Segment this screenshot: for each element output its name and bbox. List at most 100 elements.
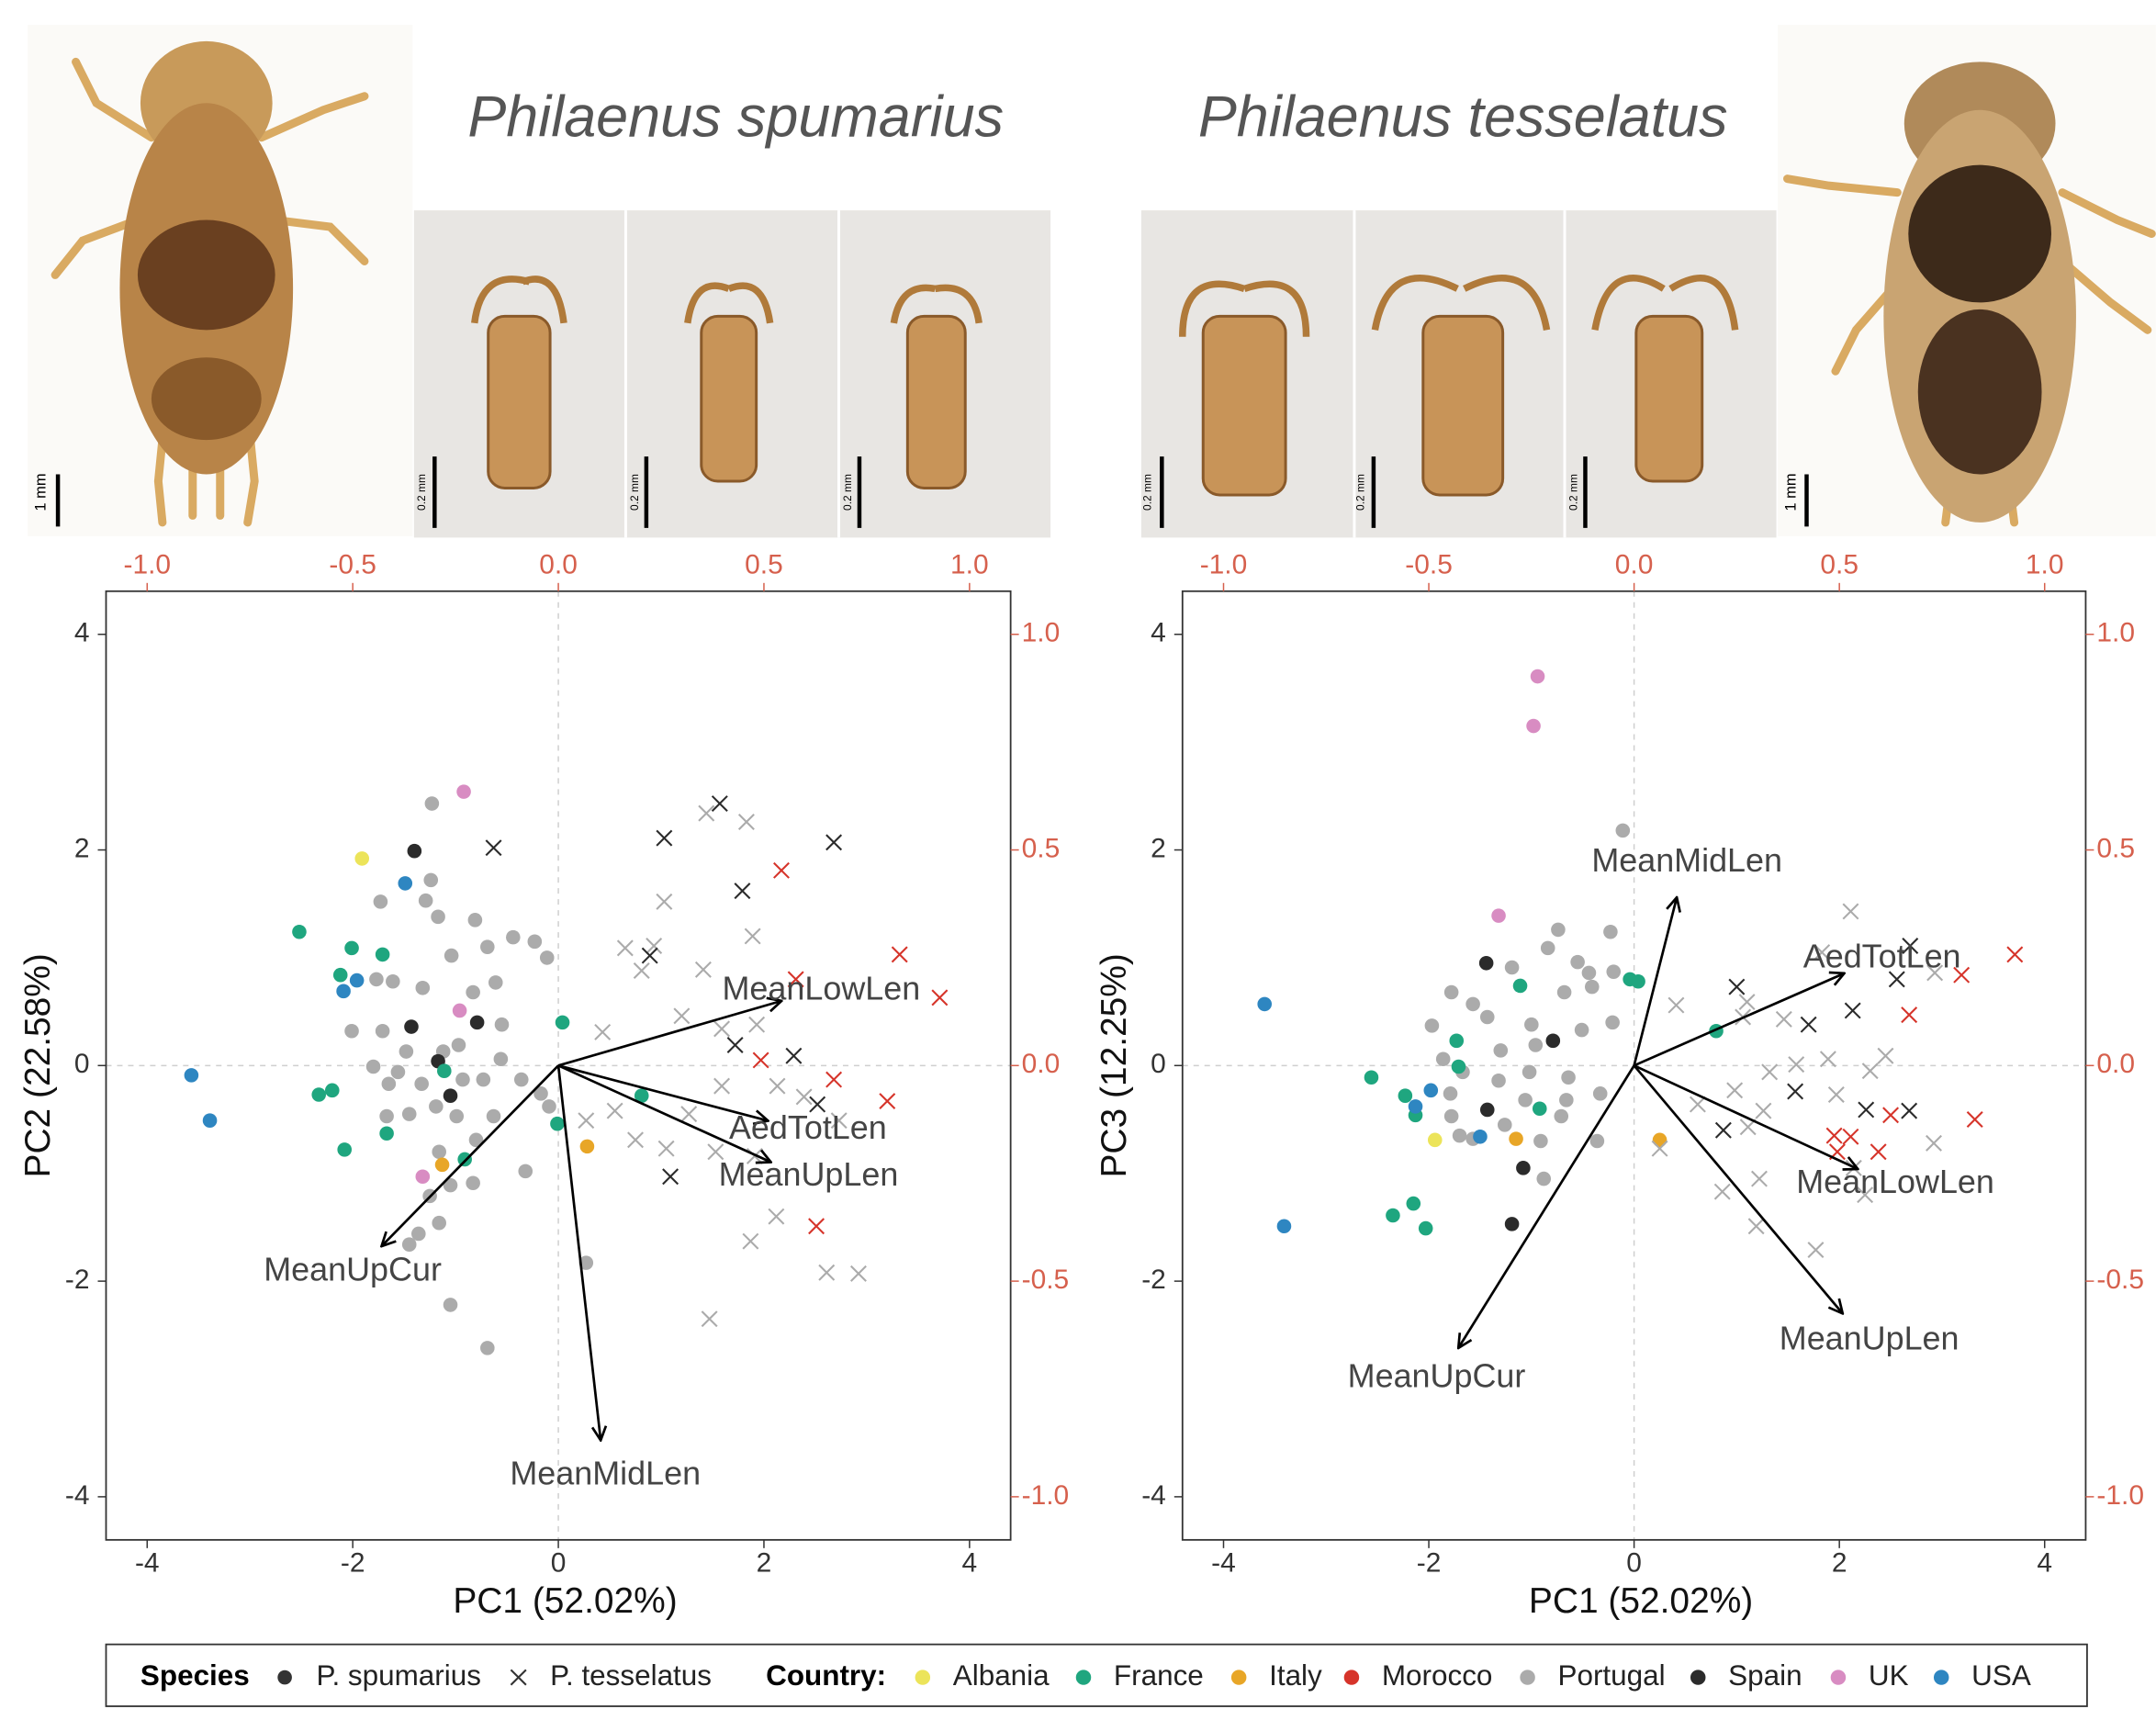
point: [556, 1016, 570, 1030]
cross-stroke: [702, 1311, 716, 1326]
point: [1829, 1087, 1844, 1102]
cross-stroke: [696, 962, 711, 977]
x2-tick-label: 0.5: [1820, 550, 1858, 580]
page: {"figure": {"titles": ["Philaenus spumar…: [0, 0, 2156, 1709]
point: [1541, 941, 1555, 956]
point: [1557, 985, 1572, 1000]
legend-marker: [1520, 1670, 1534, 1684]
point: [1762, 1064, 1777, 1079]
point: [1843, 904, 1858, 918]
cross-stroke: [658, 1141, 673, 1155]
x-tick-label: 4: [962, 1548, 978, 1579]
y2-tick-label: -0.5: [1022, 1265, 1070, 1295]
point: [1516, 1161, 1531, 1175]
point: [514, 1073, 529, 1087]
point: [1491, 908, 1506, 923]
point: [1559, 1093, 1574, 1107]
cross-stroke: [1727, 1083, 1742, 1097]
point: [518, 1164, 533, 1179]
insect-photo: [28, 25, 412, 536]
point: [749, 1017, 764, 1031]
cross-stroke: [1801, 1017, 1815, 1031]
point: [449, 1109, 464, 1124]
point: [743, 1233, 758, 1248]
point: [437, 1063, 452, 1078]
point: [1575, 1023, 1589, 1038]
point: [1465, 997, 1480, 1012]
y-tick-label: 2: [74, 833, 90, 863]
point: [892, 947, 906, 961]
x2-tick-label: 0.0: [539, 550, 578, 580]
point: [1870, 1144, 1885, 1159]
cross-stroke: [657, 830, 671, 845]
point: [386, 974, 400, 989]
cross-stroke: [753, 1052, 768, 1067]
point: [1690, 1096, 1705, 1111]
legend-marker: [1934, 1670, 1948, 1684]
point: [1826, 1128, 1841, 1142]
point: [1789, 1057, 1803, 1072]
point: [336, 984, 351, 999]
point: [468, 913, 483, 928]
point: [416, 981, 431, 995]
point: [578, 1113, 593, 1128]
point: [1878, 1049, 1892, 1063]
point: [429, 1099, 444, 1114]
y2-tick-label: -1.0: [2096, 1480, 2144, 1511]
legend-label: Portugal: [1558, 1659, 1666, 1692]
point: [366, 1060, 381, 1074]
point: [1398, 1088, 1413, 1103]
point: [1473, 1130, 1488, 1144]
x-tick-label: -2: [341, 1548, 365, 1579]
cross-stroke: [1870, 1144, 1885, 1159]
point: [453, 1004, 467, 1018]
legend-label: P. spumarius: [317, 1659, 481, 1692]
y-axis-title: PC2 (22.58%): [18, 953, 58, 1177]
point: [1631, 974, 1645, 989]
cross-stroke: [628, 1132, 643, 1147]
cross-stroke: [769, 1078, 784, 1093]
point: [713, 796, 727, 811]
point: [1444, 985, 1459, 1000]
y-tick-label: 0: [74, 1049, 90, 1079]
point: [431, 910, 445, 925]
loading-label: MeanUpLen: [719, 1155, 899, 1193]
point: [702, 1311, 716, 1326]
loading-label: AedTotLen: [729, 1108, 887, 1146]
point: [455, 1073, 470, 1087]
y2-tick-label: 0.0: [2096, 1049, 2135, 1079]
point: [826, 835, 841, 849]
point: [1407, 1197, 1421, 1211]
cross-stroke: [819, 1265, 834, 1279]
cross-stroke: [796, 1089, 811, 1104]
legend-marker: [277, 1670, 292, 1685]
legend-label: Albania: [953, 1659, 1050, 1692]
y2-tick-label: 1.0: [2096, 618, 2135, 648]
point: [1739, 995, 1754, 1009]
legend-marker: [1344, 1670, 1359, 1684]
cross-stroke: [1845, 1003, 1859, 1018]
point: [1561, 1070, 1576, 1085]
loading-label: MeanLowLen: [723, 970, 921, 1007]
point: [753, 1052, 768, 1067]
cross-stroke: [1752, 1171, 1767, 1186]
point: [1590, 1134, 1605, 1149]
point: [1862, 1063, 1877, 1078]
scale-label: 0.2 mm: [841, 474, 854, 511]
species-title: Philaenus tesselatus: [1198, 84, 1728, 149]
point: [1453, 1129, 1467, 1143]
point: [480, 1341, 495, 1355]
point: [486, 840, 500, 855]
loading-arrow: [558, 1065, 601, 1440]
cross-stroke: [745, 928, 759, 943]
cross-stroke: [739, 815, 754, 829]
y2-tick-label: -0.5: [2096, 1265, 2144, 1295]
cross-stroke: [826, 1072, 841, 1086]
point: [435, 1158, 450, 1173]
point: [1524, 1018, 1539, 1032]
cross-stroke: [1668, 997, 1683, 1012]
cross-stroke: [1902, 1007, 1916, 1022]
point: [2007, 947, 2022, 961]
cross-stroke: [851, 1266, 866, 1281]
cross-stroke: [1883, 1107, 1898, 1122]
